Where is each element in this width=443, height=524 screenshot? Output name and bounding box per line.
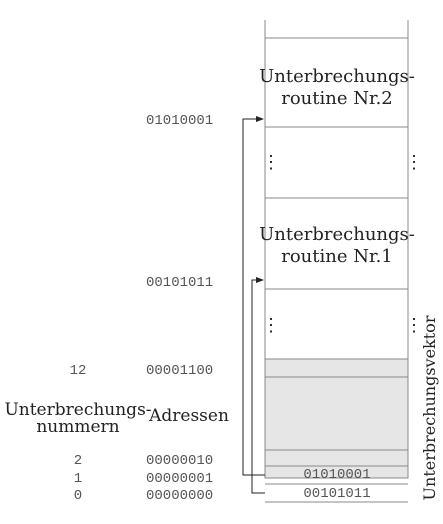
- row-1: 1 00000001: [74, 471, 213, 487]
- row-address: 00001100: [146, 363, 213, 379]
- ellipsis-upper-left: ⋮: [262, 152, 280, 173]
- numbers-header-line2: nummern: [36, 417, 119, 437]
- routine-2-label-line2: routine Nr.2: [281, 88, 393, 109]
- routine-1-label-line2: routine Nr.1: [281, 246, 393, 267]
- vector-entry-1: 01010001: [303, 467, 370, 483]
- routine-2-address: 01010001: [146, 113, 213, 129]
- ellipsis-lower-right: ⋮: [405, 315, 423, 336]
- ellipsis-lower-left: ⋮: [262, 315, 280, 336]
- pointer-arrow-routine-1: [251, 277, 265, 494]
- interrupt-vector-table: 01010001: [264, 358, 409, 483]
- row-number: 2: [74, 453, 82, 469]
- row-address: 00000001: [146, 471, 213, 487]
- row-address: 00000010: [146, 453, 213, 469]
- row-2: 2 00000010: [74, 453, 213, 469]
- row-number: 0: [74, 488, 82, 504]
- vector-label: Unterbrechungsvektor: [420, 315, 439, 500]
- row-number: 1: [74, 471, 82, 487]
- vector-entry-0: 00101011: [303, 486, 370, 502]
- row-address: 00000000: [146, 488, 213, 504]
- routine-1-label-line1: Unterbrechungs-: [259, 224, 415, 245]
- numbers-header-line1: Unterbrechungs-: [4, 400, 151, 420]
- routine-1-address: 00101011: [146, 275, 213, 291]
- row-0: 0 00000000: [74, 488, 213, 504]
- pointer-arrow-routine-2: [242, 116, 265, 476]
- row-12: 12 00001100: [70, 363, 214, 379]
- ellipsis-upper-right: ⋮: [405, 152, 423, 173]
- routine-1-block: Unterbrechungs- routine Nr.1: [259, 224, 415, 290]
- routine-2-block: Unterbrechungs- routine Nr.2: [259, 37, 415, 128]
- addresses-header: Adressen: [148, 406, 229, 426]
- routine-2-label-line1: Unterbrechungs-: [259, 66, 415, 87]
- row-number: 12: [70, 363, 87, 379]
